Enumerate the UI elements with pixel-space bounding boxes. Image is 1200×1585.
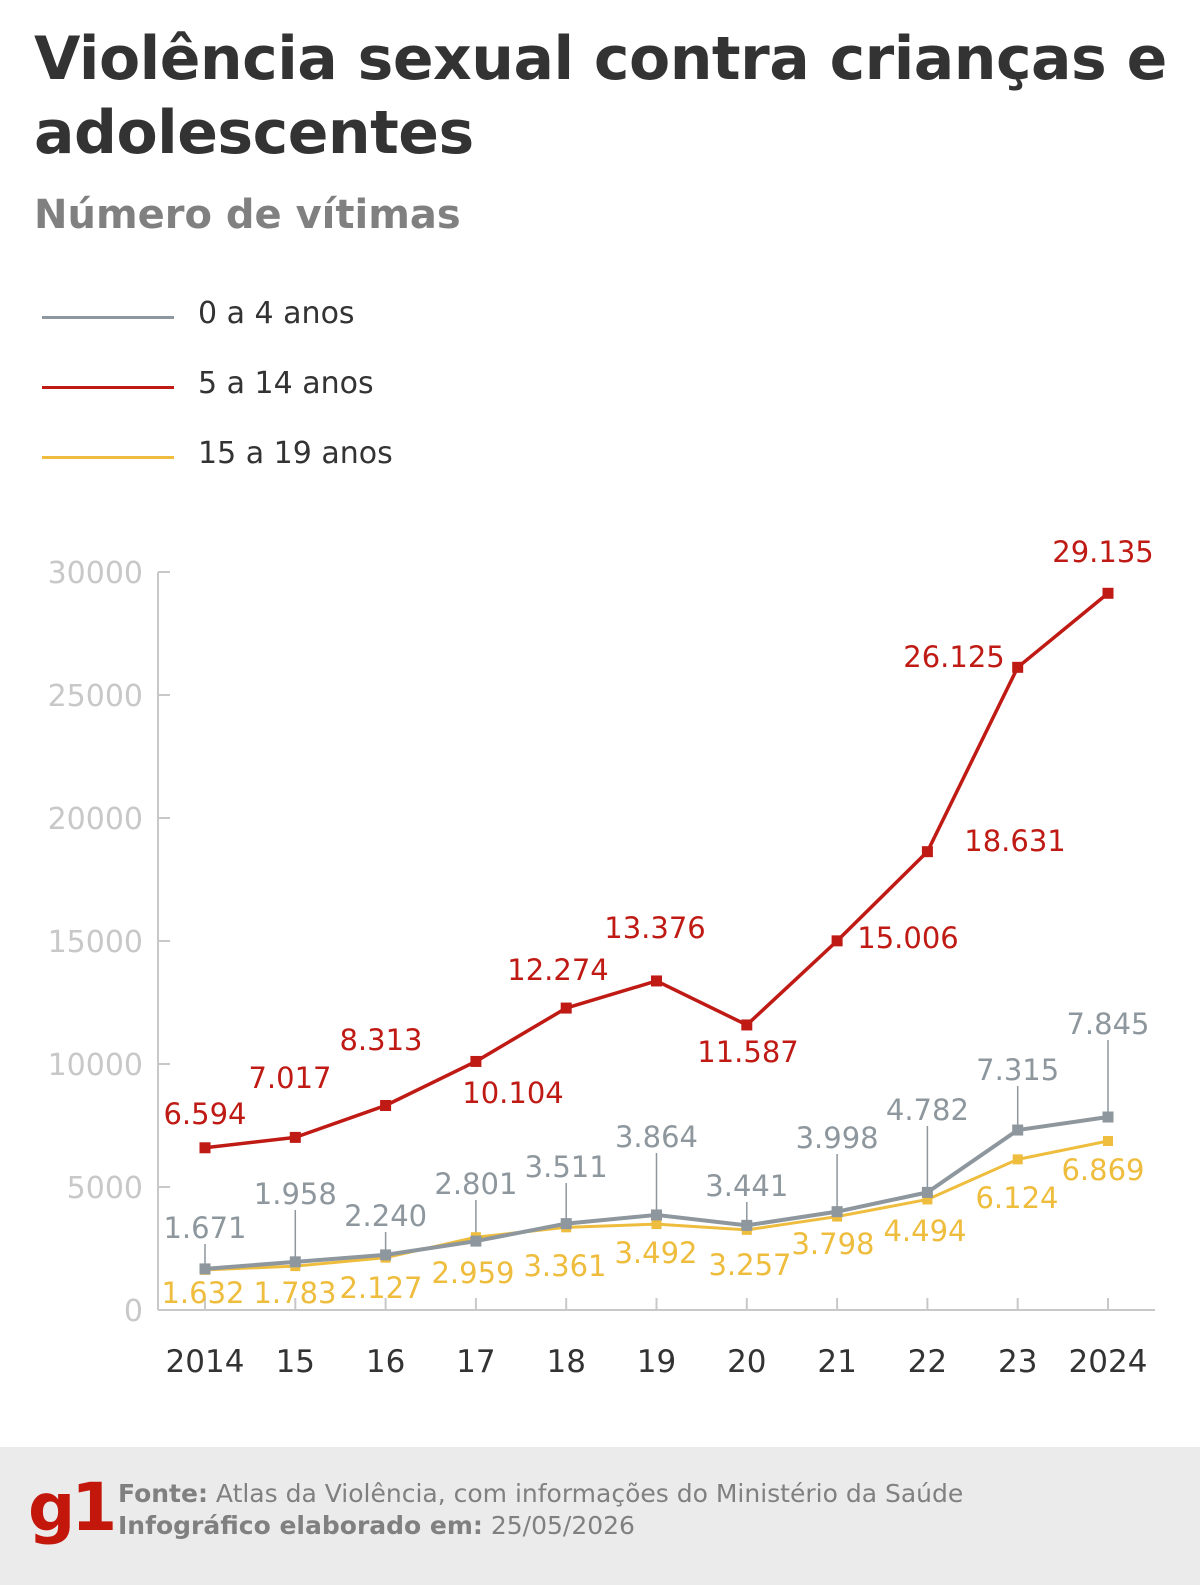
legend-label-15-19: 15 a 19 anos (198, 436, 393, 471)
y-tick-label: 5000 (67, 1171, 143, 1206)
x-tick-label: 2014 (166, 1344, 245, 1380)
label-0-4: 4.782 (886, 1093, 969, 1127)
source-text: Atlas da Violência, com informações do M… (207, 1479, 964, 1508)
legend-swatch-5-14 (42, 386, 174, 389)
series-15-19-point (1012, 1154, 1023, 1165)
label-15-19: 3.361 (523, 1249, 606, 1283)
y-tick-label: 10000 (48, 1048, 143, 1083)
series-5-14-point (470, 1055, 482, 1067)
x-tick-label: 18 (546, 1344, 585, 1380)
series-5-14-point (380, 1100, 392, 1112)
legend-swatch-15-19 (42, 456, 174, 459)
label-5-14: 8.313 (339, 1023, 422, 1057)
y-tick-label: 25000 (48, 679, 143, 714)
series-0-4-point (921, 1186, 933, 1198)
y-tick-label: 0 (124, 1294, 143, 1329)
x-tick-label: 15 (276, 1344, 315, 1380)
label-0-4: 7.315 (976, 1053, 1059, 1087)
legend-label-0-4: 0 a 4 anos (198, 296, 355, 331)
label-15-19: 3.257 (708, 1248, 791, 1282)
y-tick-label: 15000 (48, 925, 143, 960)
legend-swatch-0-4 (42, 316, 174, 319)
label-5-14: 18.631 (964, 824, 1065, 858)
label-15-19: 6.869 (1061, 1153, 1144, 1187)
label-15-19: 4.494 (883, 1214, 966, 1248)
label-0-4: 3.511 (525, 1150, 608, 1184)
y-tick-label: 20000 (48, 802, 143, 837)
chart-subtitle: Número de vítimas (34, 192, 461, 238)
series-0-4-point (470, 1235, 482, 1247)
series-5-14-point (921, 846, 933, 858)
label-15-19: 1.632 (161, 1276, 244, 1310)
series-15-19-point (922, 1194, 933, 1205)
x-tick-label: 22 (908, 1344, 947, 1380)
label-15-19: 1.783 (253, 1276, 336, 1310)
label-5-14: 12.274 (507, 953, 608, 987)
series-0-4-point (1012, 1124, 1024, 1136)
x-tick-label: 16 (366, 1344, 405, 1380)
footer: g1 Fonte: Atlas da Violência, com inform… (0, 1447, 1200, 1585)
label-15-19: 3.492 (614, 1236, 697, 1270)
x-tick-label: 19 (637, 1344, 676, 1380)
label-0-4: 3.864 (615, 1120, 698, 1154)
series-0-4-point (380, 1249, 392, 1261)
series-0-4-point (560, 1218, 572, 1230)
x-tick-label: 20 (727, 1344, 766, 1380)
series-5-14-point (741, 1019, 753, 1031)
label-15-19: 2.127 (339, 1271, 422, 1305)
series-0-4-point (1102, 1111, 1114, 1123)
series-5-14-point (831, 935, 843, 947)
series-5-14-line (204, 591, 1110, 1150)
source-label: Fonte: (118, 1479, 208, 1508)
x-tick-label: 21 (817, 1344, 856, 1380)
label-0-4: 2.801 (434, 1167, 517, 1201)
date-label: Infográfico elaborado em: (118, 1511, 483, 1540)
series-0-4-point (199, 1263, 211, 1275)
label-5-14: 13.376 (604, 911, 705, 945)
series-5-14-point (560, 1002, 572, 1014)
chart-title: Violência sexual contra crianças e adole… (34, 24, 1167, 168)
x-tick-label: 17 (456, 1344, 495, 1380)
series-5-14-point (651, 975, 662, 987)
y-tick-label: 30000 (48, 556, 143, 591)
series-5-14-point (1102, 587, 1114, 599)
series-15-19-point (651, 1219, 662, 1230)
date-line: Infográfico elaborado em: 25/05/2026 (118, 1511, 635, 1540)
series-5-14-point (289, 1131, 301, 1143)
series-0-4-point (289, 1256, 301, 1268)
series-5-14-point (1012, 661, 1024, 673)
series-5-14-point (199, 1142, 211, 1154)
label-0-4: 2.240 (344, 1199, 427, 1233)
series-0-4-point (741, 1219, 753, 1231)
series-0-4-point (831, 1206, 843, 1218)
label-0-4: 3.998 (796, 1121, 879, 1155)
g1-logo: g1 (28, 1469, 117, 1546)
label-0-4: 1.671 (163, 1211, 246, 1245)
label-0-4: 1.958 (254, 1177, 337, 1211)
label-5-14: 10.104 (462, 1076, 563, 1110)
series-0-4-point (651, 1209, 662, 1221)
source-line: Fonte: Atlas da Violência, com informaçõ… (118, 1479, 963, 1508)
label-5-14: 7.017 (248, 1061, 331, 1095)
line-chart: 0 5000 10000 15000 20000 25000 30000 2014 15 16 17… (48, 535, 1155, 1380)
label-5-14: 26.125 (903, 640, 1004, 674)
date-text: 25/05/2026 (482, 1511, 635, 1540)
label-0-4: 3.441 (705, 1169, 788, 1203)
legend-label-5-14: 5 a 14 anos (198, 366, 374, 401)
label-5-14: 6.594 (163, 1097, 246, 1131)
label-5-14: 29.135 (1052, 535, 1153, 569)
label-15-19: 2.959 (431, 1256, 514, 1290)
label-15-19: 3.798 (791, 1227, 874, 1261)
label-0-4: 7.845 (1066, 1007, 1149, 1041)
label-5-14: 11.587 (697, 1035, 798, 1069)
x-tick-label: 2024 (1069, 1344, 1148, 1380)
x-tick-label: 23 (998, 1344, 1037, 1380)
series-15-19-point (1103, 1136, 1113, 1147)
label-5-14: 15.006 (857, 921, 958, 955)
label-15-19: 6.124 (975, 1181, 1058, 1215)
